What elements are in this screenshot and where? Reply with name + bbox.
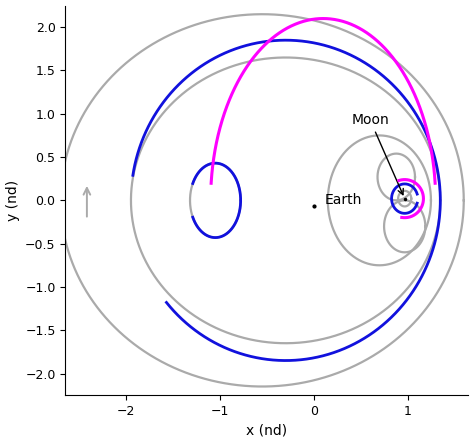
X-axis label: x (nd): x (nd) [246,424,287,437]
Text: Earth: Earth [325,193,363,207]
Y-axis label: y (nd): y (nd) [6,180,19,221]
Text: Moon: Moon [351,113,403,194]
